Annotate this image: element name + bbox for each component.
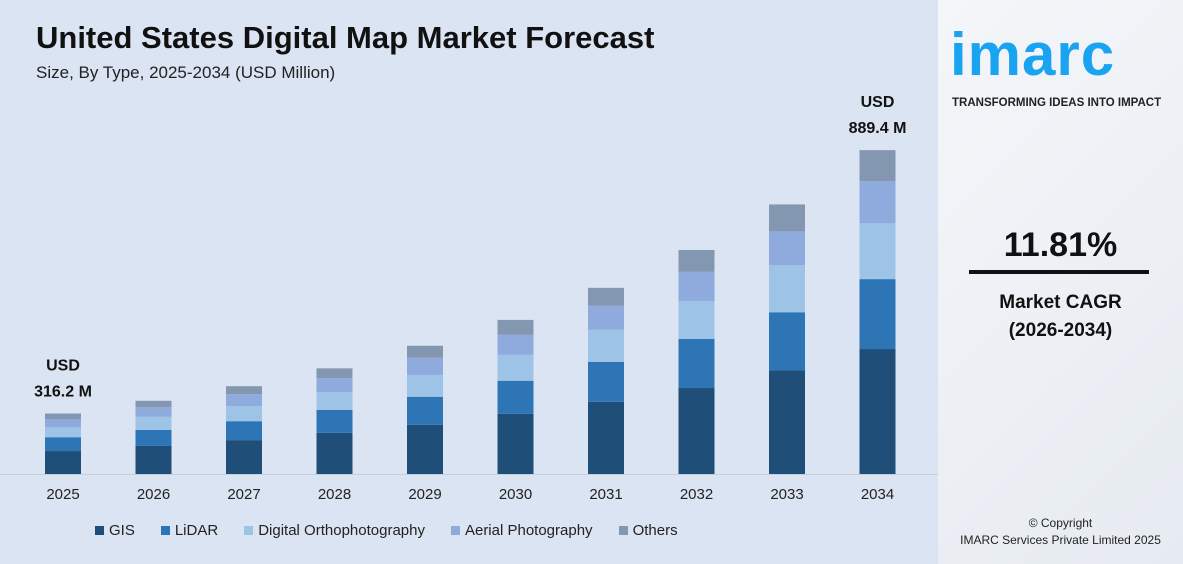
bar-others-2025	[45, 413, 81, 420]
x-tick-label: 2029	[408, 486, 441, 503]
copyright: © Copyright IMARC Services Private Limit…	[938, 515, 1183, 549]
legend-item: GIS	[95, 522, 135, 539]
legend-item: Others	[618, 522, 678, 539]
legend-label: Aerial Photography	[464, 522, 593, 539]
bar-aerial-photography-2029	[407, 357, 443, 375]
bar-digital-orthophotography-2029	[407, 374, 443, 397]
bar-digital-orthophotography-2030	[497, 354, 534, 381]
bar-digital-orthophotography-2028	[316, 392, 353, 410]
legend-label: Digital Orthophotography	[258, 522, 425, 539]
bar-lidar-2033	[769, 312, 805, 371]
bar-aerial-photography-2028	[316, 378, 353, 393]
bar-others-2029	[407, 345, 443, 358]
copyright-text: © Copyright	[1028, 516, 1093, 530]
bar-others-2028	[316, 368, 353, 379]
legend-label: Others	[632, 522, 678, 539]
bar-lidar-2028	[316, 409, 353, 433]
bar-aerial-photography-2032	[678, 271, 715, 301]
bar-others-2030	[497, 319, 534, 335]
legend-item: LiDAR	[160, 522, 219, 539]
logo-tagline: TRANSFORMING IDEAS INTO IMPACT	[952, 97, 1162, 109]
bar-chart: 2025 2026 2027 2028 2029 2030 2031 2032 2033 2034…	[0, 94, 938, 503]
x-tick-label: 2030	[499, 486, 532, 503]
bar-lidar-2034	[859, 279, 896, 350]
imarc-logo: imarc	[950, 21, 1116, 88]
legend-swatch	[618, 526, 628, 535]
total-label-currency: USD	[46, 358, 80, 375]
bar-lidar-2032	[678, 338, 715, 389]
x-tick-label: 2032	[680, 486, 713, 503]
x-tick-label: 2031	[589, 486, 622, 503]
bar-lidar-2026	[135, 429, 172, 446]
bar-aerial-photography-2027	[226, 394, 262, 407]
bar-others-2032	[678, 249, 715, 272]
total-label-currency: USD	[861, 94, 895, 111]
bar-aerial-photography-2031	[588, 305, 624, 330]
bar-gis-2027	[226, 440, 262, 474]
company-name: IMARC Services Private Limited 2025	[960, 533, 1161, 547]
bar-gis-2028	[316, 432, 353, 474]
bar-gis-2033	[769, 370, 805, 474]
x-tick-label: 2027	[227, 486, 260, 503]
legend: GIS LiDAR Digital Orthophotography Aerial P…	[95, 522, 704, 539]
divider	[969, 270, 1149, 274]
bar-others-2034	[859, 150, 896, 182]
bar-lidar-2029	[407, 396, 443, 425]
bar-gis-2034	[859, 349, 896, 474]
bar-aerial-photography-2025	[45, 419, 81, 428]
bar-lidar-2027	[226, 421, 262, 441]
x-tick-label: 2028	[318, 486, 351, 503]
bar-digital-orthophotography-2026	[135, 416, 172, 430]
bar-gis-2030	[497, 413, 534, 474]
bar-digital-orthophotography-2031	[588, 329, 624, 362]
bar-digital-orthophotography-2034	[859, 223, 896, 280]
legend-item: Digital Orthophotography	[244, 522, 425, 539]
bar-lidar-2030	[497, 380, 534, 414]
legend-label: GIS	[109, 522, 135, 539]
legend-item: Aerial Photography	[450, 522, 593, 539]
bar-gis-2025	[45, 451, 81, 474]
bar-others-2026	[135, 400, 172, 408]
bar-lidar-2031	[588, 361, 624, 402]
chart-panel: United States Digital Map Market Forecas…	[0, 0, 938, 564]
x-tick-label: 2033	[770, 486, 803, 503]
chart-title: United States Digital Map Market Forecas…	[36, 20, 655, 55]
bar-digital-orthophotography-2032	[678, 300, 715, 339]
bar-aerial-photography-2033	[769, 231, 805, 266]
x-tick-label: 2026	[137, 486, 170, 503]
cagr-period: (2026-2034)	[1008, 320, 1113, 341]
bar-digital-orthophotography-2027	[226, 406, 262, 422]
cagr-value: 11.81%	[1003, 226, 1118, 264]
bar-others-2027	[226, 386, 262, 395]
bar-gis-2029	[407, 424, 443, 474]
side-panel: imarc TRANSFORMING IDEAS INTO IMPACT 11.…	[938, 0, 1183, 564]
cagr-label-text: Market CAGR	[999, 292, 1122, 313]
total-label-value: 889.4 M	[849, 120, 907, 137]
bar-lidar-2025	[45, 437, 81, 452]
bar-aerial-photography-2034	[859, 181, 896, 224]
bar-aerial-photography-2030	[497, 334, 534, 355]
legend-swatch	[450, 526, 460, 535]
legend-swatch	[160, 526, 170, 535]
x-tick-label: 2025	[46, 486, 79, 503]
cagr-label: Market CAGR (2026-2034)	[938, 289, 1183, 345]
bar-gis-2026	[135, 445, 172, 474]
total-label-value: 316.2 M	[34, 384, 92, 401]
bar-gis-2031	[588, 401, 624, 474]
bar-aerial-photography-2026	[135, 407, 172, 417]
bar-digital-orthophotography-2025	[45, 427, 81, 438]
bar-digital-orthophotography-2033	[769, 265, 805, 313]
legend-swatch	[244, 526, 254, 535]
x-tick-label: 2034	[861, 486, 894, 503]
bar-others-2033	[769, 204, 805, 232]
bar-gis-2032	[678, 388, 715, 474]
legend-label: LiDAR	[174, 522, 219, 539]
bar-others-2031	[588, 287, 624, 306]
legend-swatch	[95, 526, 104, 535]
chart-subtitle: Size, By Type, 2025-2034 (USD Million)	[36, 63, 336, 82]
